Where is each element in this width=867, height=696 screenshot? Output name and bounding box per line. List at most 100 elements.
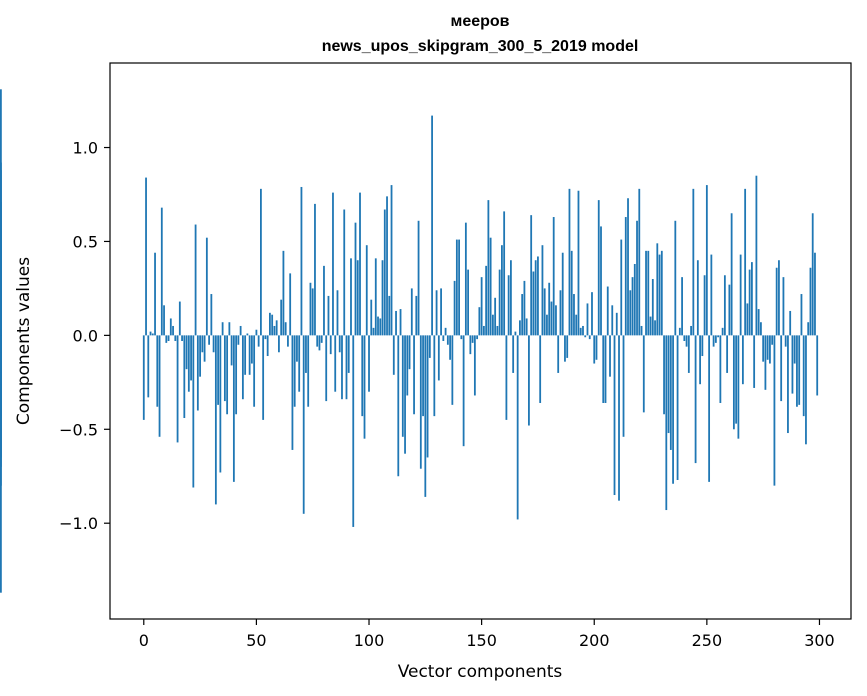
bar-149 bbox=[478, 307, 481, 336]
bar-29 bbox=[208, 335, 210, 345]
bar-248 bbox=[701, 335, 704, 357]
bar-250 bbox=[705, 185, 708, 336]
bar-4 bbox=[151, 333, 154, 336]
bar-224 bbox=[647, 250, 650, 336]
bar-129 bbox=[433, 335, 436, 417]
bar-193 bbox=[577, 190, 580, 336]
bar-152 bbox=[485, 265, 488, 336]
bar-260 bbox=[728, 284, 731, 336]
bar-209 bbox=[613, 335, 616, 496]
bar-259 bbox=[726, 335, 729, 373]
bar-261 bbox=[730, 213, 733, 336]
bar-144 bbox=[467, 269, 470, 336]
bar-369 bbox=[0, 335, 2, 373]
bar-30 bbox=[210, 294, 213, 336]
bar-287 bbox=[789, 310, 792, 336]
bar-264 bbox=[737, 335, 740, 439]
bar-92 bbox=[350, 258, 352, 336]
bar-121 bbox=[415, 295, 418, 336]
bar-183 bbox=[555, 305, 557, 336]
bar-190 bbox=[570, 250, 573, 336]
bar-80 bbox=[323, 265, 325, 336]
bar-21 bbox=[190, 335, 192, 381]
bar-15 bbox=[176, 335, 179, 443]
bar-62 bbox=[282, 250, 285, 336]
bar-96 bbox=[359, 192, 361, 336]
bar-24 bbox=[196, 335, 199, 411]
bar-186 bbox=[561, 252, 564, 336]
bar-162 bbox=[507, 275, 510, 336]
bar-33 bbox=[217, 335, 220, 405]
bar-63 bbox=[284, 322, 287, 336]
bar-18 bbox=[183, 335, 186, 419]
bar-42 bbox=[237, 335, 240, 345]
bar-61 bbox=[280, 299, 283, 336]
bar-13 bbox=[172, 325, 174, 336]
bar-31 bbox=[212, 335, 215, 353]
bar-294 bbox=[805, 335, 807, 445]
bar-48 bbox=[250, 335, 253, 364]
bar-120 bbox=[413, 335, 415, 415]
bar-223 bbox=[645, 250, 647, 336]
bar-206 bbox=[606, 286, 609, 336]
bar-242 bbox=[687, 335, 690, 373]
bar-133 bbox=[442, 335, 445, 341]
bar-22 bbox=[192, 335, 195, 488]
bar-227 bbox=[654, 320, 656, 336]
bar-256 bbox=[719, 335, 722, 403]
bar-124 bbox=[422, 335, 424, 417]
bar-194 bbox=[579, 327, 582, 336]
bar-32 bbox=[214, 335, 217, 505]
x-tick-label-6: 300 bbox=[804, 631, 835, 650]
bar-47 bbox=[248, 335, 251, 375]
bar-235 bbox=[672, 335, 674, 484]
bar-142 bbox=[462, 335, 465, 447]
bar-153 bbox=[487, 200, 490, 336]
bar-203 bbox=[600, 226, 602, 336]
bar-25 bbox=[199, 335, 201, 377]
bar-109 bbox=[388, 295, 391, 336]
bar-262 bbox=[732, 335, 735, 430]
bar-44 bbox=[241, 335, 244, 400]
bar-65 bbox=[289, 273, 292, 336]
chart-subtitle: news_upos_skipgram_300_5_2019 model bbox=[322, 38, 639, 55]
bar-20 bbox=[187, 335, 190, 392]
bar-108 bbox=[386, 196, 388, 336]
bar-179 bbox=[546, 314, 548, 336]
bar-102 bbox=[372, 327, 375, 336]
bar-84 bbox=[332, 192, 334, 336]
bar-81 bbox=[325, 335, 328, 402]
bar-165 bbox=[514, 331, 517, 336]
bar-202 bbox=[597, 200, 600, 336]
bar-19 bbox=[185, 335, 188, 370]
bar-106 bbox=[381, 260, 384, 336]
bar-64 bbox=[287, 335, 289, 347]
bar-112 bbox=[395, 310, 397, 336]
bar-292 bbox=[800, 294, 803, 336]
bar-90 bbox=[345, 335, 348, 400]
bar-288 bbox=[791, 335, 794, 394]
bar-160 bbox=[503, 211, 506, 336]
bar-245 bbox=[694, 335, 697, 464]
bar-82 bbox=[327, 295, 330, 336]
bar-7 bbox=[158, 335, 161, 437]
bar-26 bbox=[201, 335, 204, 353]
bar-70 bbox=[300, 186, 303, 336]
bar-132 bbox=[440, 288, 442, 336]
bar-135 bbox=[446, 335, 449, 345]
bar-78 bbox=[318, 335, 321, 351]
bar-161 bbox=[505, 335, 508, 420]
bar-123 bbox=[419, 335, 422, 469]
bar-77 bbox=[316, 335, 319, 347]
bar-39 bbox=[230, 335, 233, 366]
bar-87 bbox=[338, 335, 341, 353]
bar-40 bbox=[232, 335, 235, 482]
bar-118 bbox=[408, 335, 411, 370]
bar-27 bbox=[203, 335, 206, 362]
bar-58 bbox=[273, 325, 276, 336]
bar-98 bbox=[363, 335, 366, 439]
bar-253 bbox=[712, 335, 715, 347]
bar-174 bbox=[534, 260, 537, 336]
bar-279 bbox=[771, 335, 774, 345]
bar-297 bbox=[811, 213, 814, 336]
